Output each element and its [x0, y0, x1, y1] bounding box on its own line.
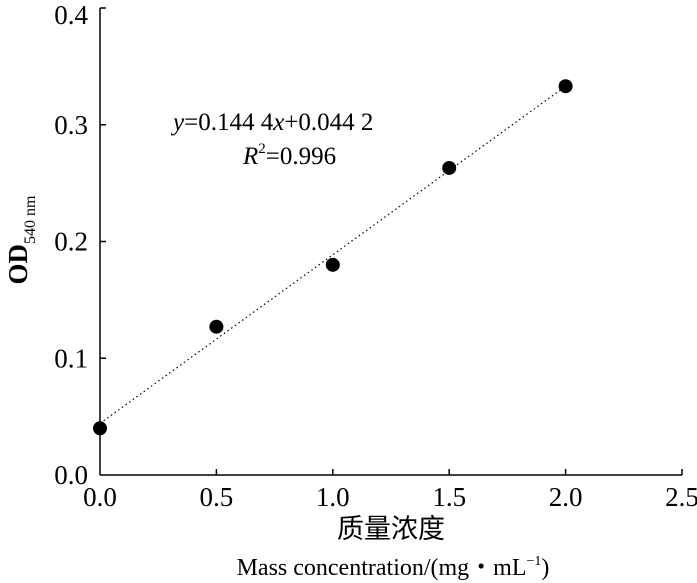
r2-r: R	[242, 143, 258, 170]
data-point	[442, 160, 457, 175]
data-points	[93, 79, 573, 436]
r2-sup: 2	[258, 141, 266, 157]
x-axis-label-en: Mass concentration/(mg・mL−1)	[237, 554, 550, 581]
y-tick-label: 0.4	[54, 0, 88, 30]
y-tick-label: 0.2	[54, 227, 88, 257]
y-axis-label-sub: 540 nm	[22, 195, 39, 244]
eq-part2: +0.044 2	[284, 109, 373, 136]
y-tick-label: 0.0	[54, 460, 88, 490]
x-tick-label: 1.5	[432, 482, 466, 512]
y-tick-label: 0.1	[54, 343, 88, 373]
x-axis-label-en-sup: −1	[527, 554, 542, 569]
tick-group: 0.0 0.5 1.0 1.5 2.0 2.5 0.0 0.1 0.2 0.3 0.4	[54, 0, 697, 512]
regression-line	[99, 85, 566, 424]
data-point	[209, 319, 224, 334]
y-axis-label: OD540 nm	[3, 195, 39, 285]
regression-equation: y=0.144 4x+0.044 2	[170, 109, 373, 136]
eq-x-var: x	[272, 109, 284, 136]
data-point	[93, 421, 107, 436]
r-squared: R2=0.996	[242, 141, 336, 170]
x-tick-label: 0.5	[200, 482, 234, 512]
y-tick-label: 0.3	[54, 110, 88, 140]
y-axis-label-main: OD	[3, 244, 33, 285]
x-axis-label-cn: 质量浓度	[337, 514, 445, 544]
x-tick-label: 1.0	[316, 482, 350, 512]
eq-part1: =0.144 4	[184, 109, 274, 136]
data-point	[558, 79, 573, 94]
x-axis-label-en-main: Mass concentration/(mg・mL	[237, 555, 527, 581]
eq-y-var: y	[170, 109, 185, 136]
x-axis-label-en-end: )	[541, 555, 549, 581]
x-tick-label: 2.5	[665, 482, 697, 512]
data-point	[325, 257, 340, 272]
r2-value: =0.996	[266, 143, 336, 170]
x-tick-label: 2.0	[549, 482, 583, 512]
x-tick-label: 0.0	[83, 482, 117, 512]
